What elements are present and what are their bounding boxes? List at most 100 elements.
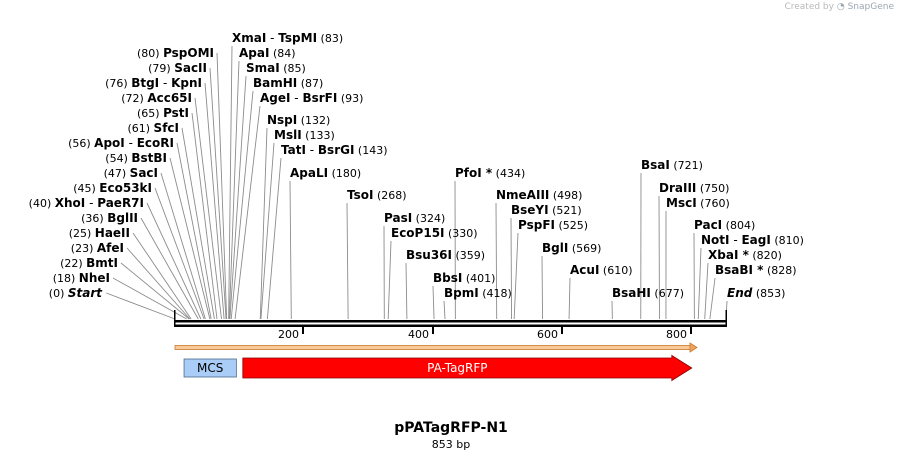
site-position: (401) [462, 272, 495, 285]
site-position: (498) [549, 189, 582, 202]
site-name: PfoI * [455, 166, 493, 180]
site-label-acui: AcuI (610) [570, 263, 633, 277]
site-text: TatI - BsrGI (143) [281, 143, 388, 157]
site-leader-apali [289, 180, 292, 320]
ruler-tick-label: 800 [666, 328, 687, 341]
site-name: BglII [107, 211, 138, 225]
site-label-xmai: XmaI - TspMI (83) [232, 31, 343, 45]
site-name: MslI [274, 128, 302, 142]
site-name: ApoI [94, 136, 125, 150]
site-label-bpmi: BpmI (418) [444, 286, 512, 300]
feature-mcs[interactable]: MCS [183, 358, 237, 378]
site-label-bseyi: BseYI (521) [511, 203, 582, 217]
site-position: (721) [670, 159, 703, 172]
site-position: (804) [722, 219, 755, 232]
site-text: (76) BtgI - KpnI [105, 76, 202, 90]
site-name: Eco53kI [99, 181, 152, 195]
site-leader-bseyi [510, 217, 513, 320]
site-leader-bmti [120, 262, 190, 320]
site-leader-sacii [209, 67, 227, 320]
site-position: (79) [148, 62, 174, 75]
site-text: XmaI - TspMI (83) [232, 31, 343, 45]
site-name: BtgI [131, 76, 159, 90]
site-text: End (853) [727, 286, 785, 300]
site-position: (324) [412, 212, 445, 225]
site-leader-bstbi [169, 157, 211, 320]
site-alias: KpnI [171, 76, 202, 90]
site-leader-xhoi [146, 202, 202, 320]
site-separator: - [290, 91, 302, 105]
site-alias: BsrFI [302, 91, 337, 105]
site-label-draiii: DraIII (750) [659, 181, 729, 195]
site-name: BsaBI * [715, 263, 764, 277]
site-leader-apoi [176, 142, 212, 320]
site-alias: PaeR7I [97, 196, 144, 210]
site-leader-psti [191, 112, 218, 320]
site-label-apali: ApaLI (180) [290, 166, 361, 180]
site-label-sacii: (79) SacII [148, 61, 207, 75]
site-name: PstI [163, 106, 189, 120]
site-leader-haeii [132, 232, 192, 320]
site-name: BsaI [641, 158, 670, 172]
site-text: AcuI (610) [570, 263, 633, 277]
site-text: PasI (324) [384, 211, 445, 225]
site-name: TsoI [347, 188, 373, 202]
site-text: (22) BmtI [60, 256, 118, 270]
pa-tagrfp-arrow[interactable] [242, 354, 693, 382]
site-name: AgeI [260, 91, 290, 105]
snapgene-credit: Created by ◔ SnapGene [784, 2, 894, 12]
mcs-box[interactable] [183, 358, 237, 378]
site-text: NspI (132) [267, 113, 330, 127]
site-name: Bsu36I [406, 248, 452, 262]
feature-label: PA-TagRFP [427, 361, 487, 375]
site-name: PspOMI [163, 46, 214, 60]
site-leader-draiii [658, 195, 660, 320]
site-leader-bpmi [443, 300, 446, 320]
site-name: BglI [542, 241, 568, 255]
site-text: BsaI (721) [641, 158, 703, 172]
site-leader-bbsi [432, 285, 435, 320]
backbone-end-cap [725, 310, 727, 327]
site-position: (132) [297, 114, 330, 127]
site-label-acc65i: (72) Acc65I [121, 91, 192, 105]
backbone-top-strand [174, 320, 727, 323]
ruler: 200 400 600 800 [278, 327, 692, 341]
site-label-bsabi: BsaBI * (828) [715, 263, 797, 277]
site-text: (61) SfcI [127, 121, 179, 135]
site-label-psti: (65) PstI [137, 106, 189, 120]
site-position: (23) [71, 242, 97, 255]
site-text: NotI - EagI (810) [701, 233, 804, 247]
site-position: (143) [354, 144, 387, 157]
site-name: BseYI [511, 203, 549, 217]
site-leader-bsabi [709, 277, 716, 320]
orf-indicator [174, 342, 698, 353]
site-text: BpmI (418) [444, 286, 512, 300]
site-leader-lines [106, 45, 728, 320]
site-leader-bglii [140, 217, 199, 320]
site-name: MscI [666, 196, 697, 210]
plasmid-length: 853 bp [431, 438, 471, 451]
site-position: (87) [297, 77, 323, 90]
site-label-end: End (853) [727, 286, 785, 300]
site-separator: - [85, 196, 97, 210]
site-position: (677) [651, 287, 684, 300]
site-name: SacII [174, 61, 207, 75]
site-name: AfeI [97, 241, 124, 255]
site-position: (133) [302, 129, 335, 142]
site-label-nhei: (18) NheI [53, 271, 110, 285]
ruler-tick: 400 [408, 327, 434, 341]
site-text: TsoI (268) [347, 188, 407, 202]
site-position: (820) [749, 249, 782, 262]
site-text: NmeAIII (498) [496, 188, 582, 202]
site-name: DraIII [659, 181, 696, 195]
site-leader-eco53ki [154, 187, 205, 320]
plasmid-name: pPATagRFP-N1 [394, 420, 508, 436]
site-label-bmti: (22) BmtI [60, 256, 118, 270]
site-name: BmtI [86, 256, 118, 270]
site-text: (18) NheI [53, 271, 110, 285]
site-name: BsaHI [612, 286, 651, 300]
site-text: PfoI * (434) [455, 166, 525, 180]
site-position: (76) [105, 77, 131, 90]
feature-pa-tagrfp[interactable]: PA-TagRFP [242, 354, 693, 382]
